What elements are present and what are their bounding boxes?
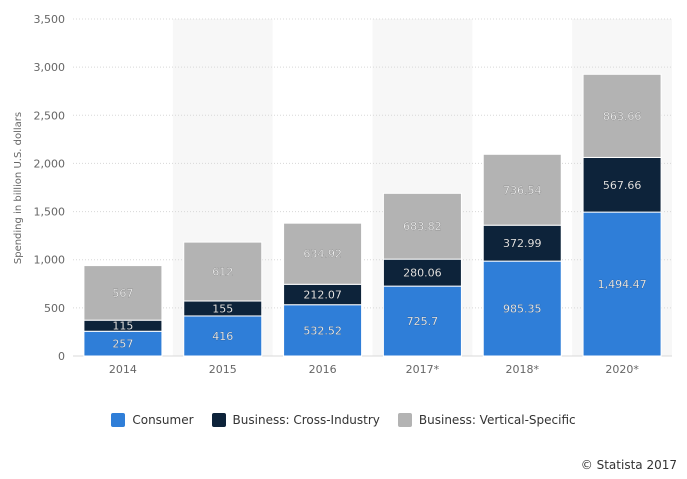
- bar-consumer-0: [83, 330, 163, 357]
- data-label: 612: [212, 266, 233, 279]
- data-label: 416: [212, 330, 233, 343]
- x-tick-label: 2015: [209, 363, 237, 376]
- x-tick-label: 2014: [109, 363, 137, 376]
- data-label: 1,494.47: [598, 278, 647, 291]
- y-tick-label: 1,500: [34, 206, 66, 219]
- y-tick-label: 2,000: [34, 157, 66, 170]
- legend-item-vertical-specific[interactable]: Business: Vertical-Specific: [397, 413, 576, 427]
- data-label: 736.54: [503, 184, 542, 197]
- y-tick-label: 2,500: [34, 109, 66, 122]
- bar-vertical-4: [482, 153, 562, 226]
- legend-swatch-vertical-specific: [397, 413, 412, 427]
- legend: Consumer Business: Cross-Industry Busine…: [0, 410, 687, 430]
- bar-consumer-4: [482, 260, 562, 357]
- data-label: 257: [112, 338, 133, 351]
- y-tick-label: 1,000: [34, 254, 66, 267]
- bar-consumer-1: [183, 315, 263, 357]
- data-label: 683.82: [403, 220, 442, 233]
- legend-label-vertical-specific: Business: Vertical-Specific: [418, 413, 576, 427]
- x-tick-label: 2017*: [406, 363, 440, 376]
- bar-consumer-3: [382, 285, 462, 357]
- data-label: 532.52: [303, 324, 342, 337]
- data-label: 372.99: [503, 237, 542, 250]
- y-tick-label: 3,500: [34, 13, 66, 26]
- bar-consumer-2: [283, 304, 363, 357]
- data-label: 985.35: [503, 303, 542, 316]
- legend-label-cross-industry: Business: Cross-Industry: [232, 413, 380, 427]
- stacked-bar-chart: 257 115 567 416 155 612 532.52 212.07 634.92 725.…: [13, 13, 672, 376]
- source-credit[interactable]: © Statista 2017: [580, 458, 677, 472]
- bar-vertical-3: [382, 192, 462, 260]
- bar-cross_industry-5: [582, 156, 662, 213]
- data-label: 155: [212, 302, 233, 315]
- x-axis: 2014 2015 2016 2017* 2018* 2020*: [109, 363, 639, 376]
- data-label: 863.66: [603, 110, 642, 123]
- bar-vertical-1: [183, 241, 263, 302]
- data-label: 634.92: [303, 248, 342, 261]
- data-label: 725.7: [407, 315, 439, 328]
- data-label: 280.06: [403, 267, 442, 280]
- x-tick-label: 2018*: [506, 363, 540, 376]
- data-label: 115: [112, 320, 133, 333]
- bar-value-labels: 257 115 567 416 155 612 532.52 212.07 634.92 725.…: [112, 110, 647, 351]
- data-label: 567: [112, 287, 133, 300]
- bar-vertical-0: [83, 265, 163, 321]
- y-tick-label: 0: [58, 350, 65, 363]
- bar-cross_industry-3: [382, 258, 462, 287]
- bar-consumer-5: [582, 211, 662, 357]
- bars: [83, 73, 662, 357]
- y-axis: 0 500 1,000 1,500 2,000 2,500 3,000 3,500: [34, 13, 66, 363]
- x-tick-label: 2016: [309, 363, 337, 376]
- y-tick-label: 500: [44, 302, 65, 315]
- bar-vertical-5: [582, 73, 662, 158]
- gridlines: [73, 18, 672, 357]
- bar-vertical-2: [283, 222, 363, 285]
- x-tick-label: 2020*: [605, 363, 639, 376]
- legend-swatch-consumer: [111, 413, 126, 427]
- data-label: 567.66: [603, 179, 642, 192]
- legend-item-cross-industry[interactable]: Business: Cross-Industry: [211, 413, 380, 427]
- y-tick-label: 3,000: [34, 61, 66, 74]
- legend-label-consumer: Consumer: [132, 413, 194, 427]
- legend-item-consumer[interactable]: Consumer: [111, 413, 194, 427]
- legend-swatch-cross-industry: [211, 413, 226, 427]
- data-label: 212.07: [303, 289, 342, 302]
- bar-cross_industry-4: [482, 224, 562, 262]
- y-axis-title: Spending in billion U.S. dollars: [13, 112, 24, 264]
